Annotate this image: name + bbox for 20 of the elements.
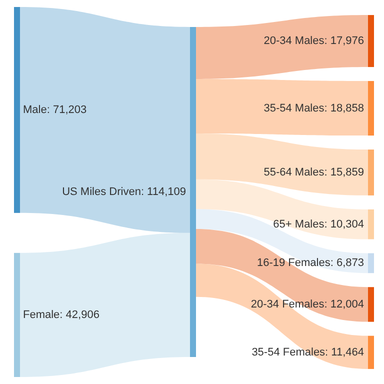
data-label: : 10,304 <box>324 218 364 230</box>
data-label: : 6,873 <box>330 257 364 270</box>
category-label: 20-34 Females <box>250 298 325 310</box>
category-label: Female <box>23 308 60 321</box>
category-label: 55-64 Males <box>264 166 325 179</box>
data-label: : 18,858 <box>324 102 364 114</box>
category-label: 16-19 Females <box>256 257 331 270</box>
category-label: 65+ Males <box>273 218 325 230</box>
data-label: : 11,464 <box>325 346 364 358</box>
category-label: 20-34 Males <box>264 35 325 48</box>
category-label: 35-54 Males <box>264 102 325 114</box>
data-label: : 15,859 <box>324 166 364 179</box>
category-label: 35-54 Females <box>252 346 326 358</box>
category-label: Male <box>23 104 47 116</box>
data-label: : 42,906 <box>60 308 100 321</box>
category-label: US Miles Driven <box>62 186 141 198</box>
data-label: : 12,004 <box>324 298 364 310</box>
data-label: : 71,203 <box>46 104 87 116</box>
data-label: : 114,109 <box>140 186 186 198</box>
data-label: : 17,976 <box>324 35 364 48</box>
